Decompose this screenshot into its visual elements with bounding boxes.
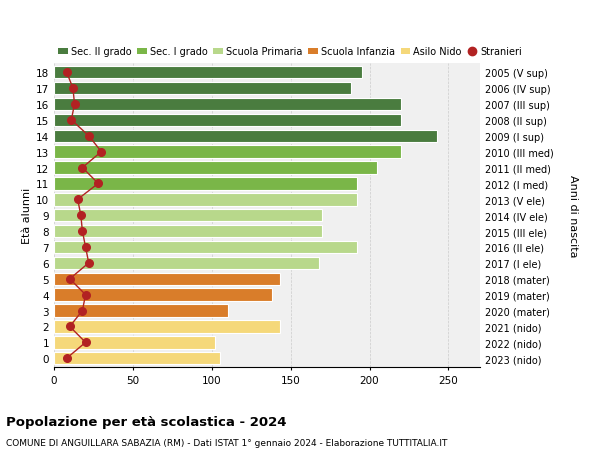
Bar: [54, 305, 227, 317]
Bar: [54, 67, 362, 79]
Bar: [54, 146, 401, 158]
Bar: [54, 178, 357, 190]
Bar: [54, 99, 401, 111]
Bar: [54, 336, 215, 349]
Y-axis label: Età alunni: Età alunni: [22, 188, 32, 244]
Bar: [54, 210, 322, 222]
Bar: [54, 83, 350, 95]
Bar: [54, 320, 280, 333]
Bar: [54, 225, 322, 238]
Bar: [54, 130, 437, 143]
Legend: Sec. II grado, Sec. I grado, Scuola Primaria, Scuola Infanzia, Asilo Nido, Stran: Sec. II grado, Sec. I grado, Scuola Prim…: [54, 44, 526, 61]
Bar: [54, 289, 272, 301]
Bar: [54, 353, 220, 364]
Text: COMUNE DI ANGUILLARA SABAZIA (RM) - Dati ISTAT 1° gennaio 2024 - Elaborazione TU: COMUNE DI ANGUILLARA SABAZIA (RM) - Dati…: [6, 438, 448, 448]
Bar: [54, 114, 401, 127]
Text: Popolazione per età scolastica - 2024: Popolazione per età scolastica - 2024: [6, 415, 287, 428]
Bar: [54, 257, 319, 269]
Bar: [54, 273, 280, 285]
Bar: [54, 162, 377, 174]
Y-axis label: Anni di nascita: Anni di nascita: [568, 174, 577, 257]
Bar: [54, 241, 357, 254]
Bar: [54, 194, 357, 206]
